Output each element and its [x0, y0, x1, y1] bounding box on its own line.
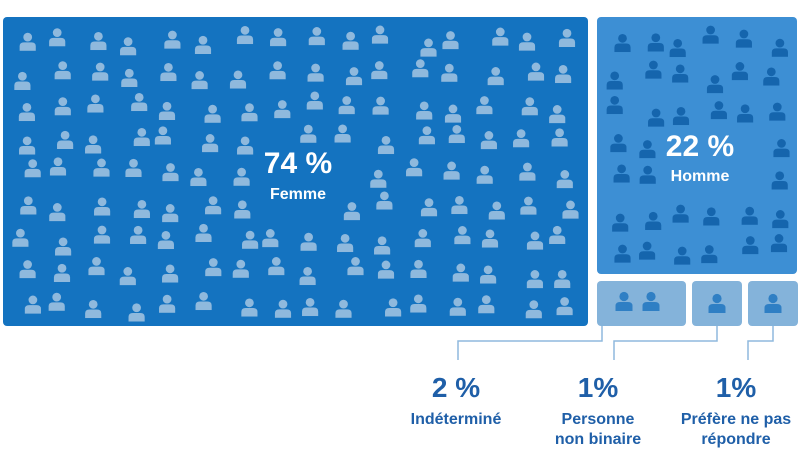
indetermine-category-label: Indéterminé — [411, 411, 502, 428]
nonbinaire-category-label-line2: non binaire — [555, 431, 641, 448]
indetermine-connector — [457, 326, 603, 360]
indetermine-block — [597, 281, 686, 326]
nonbinaire-block — [692, 281, 742, 326]
prefere-percent-label: 1% — [716, 372, 757, 403]
prefere-category-label-line1: Préfère ne pas — [681, 411, 791, 428]
homme-percent-label: 22 % — [666, 130, 734, 163]
connector-lines — [457, 326, 774, 360]
indetermine-percent-label: 2 % — [432, 372, 480, 403]
femme-category-label: Femme — [270, 186, 326, 203]
nonbinaire-percent-label: 1% — [578, 372, 619, 403]
prefere-connector — [747, 326, 774, 360]
nonbinaire-category-label-line1: Personne — [562, 411, 635, 428]
prefere-block — [748, 281, 798, 326]
prefere-category-label-line2: répondre — [701, 431, 770, 448]
femme-block — [3, 17, 588, 326]
femme-percent-label: 74 % — [264, 147, 332, 180]
nonbinaire-connector — [613, 326, 718, 360]
homme-category-label: Homme — [671, 168, 730, 185]
